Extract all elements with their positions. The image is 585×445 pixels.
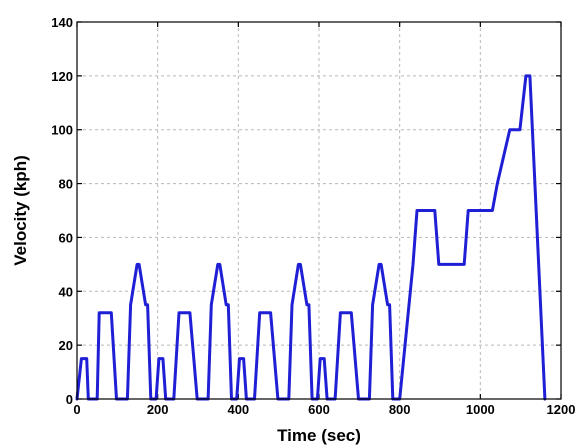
y-ticks: 0 20 40 60 80 100 120 140 <box>51 15 561 407</box>
y-tick-label: 80 <box>59 177 73 192</box>
y-tick-label: 140 <box>51 15 73 30</box>
x-tick-label: 400 <box>227 402 249 417</box>
y-tick-label: 60 <box>59 230 73 245</box>
x-tick-label: 0 <box>73 402 80 417</box>
x-axis-label: Time (sec) <box>277 426 361 445</box>
plot-frame <box>76 21 562 400</box>
x-tick-label: 200 <box>147 402 169 417</box>
y-tick-label: 40 <box>59 284 73 299</box>
y-tick-label: 120 <box>51 69 73 84</box>
y-axis-label: Velocity (kph) <box>11 155 30 266</box>
x-tick-label: 600 <box>308 402 330 417</box>
x-tick-label: 800 <box>389 402 411 417</box>
y-tick-label: 0 <box>66 392 73 407</box>
x-tick-label: 1200 <box>547 402 576 417</box>
y-tick-label: 20 <box>59 338 73 353</box>
x-tick-label: 1000 <box>466 402 495 417</box>
y-tick-label: 100 <box>51 123 73 138</box>
